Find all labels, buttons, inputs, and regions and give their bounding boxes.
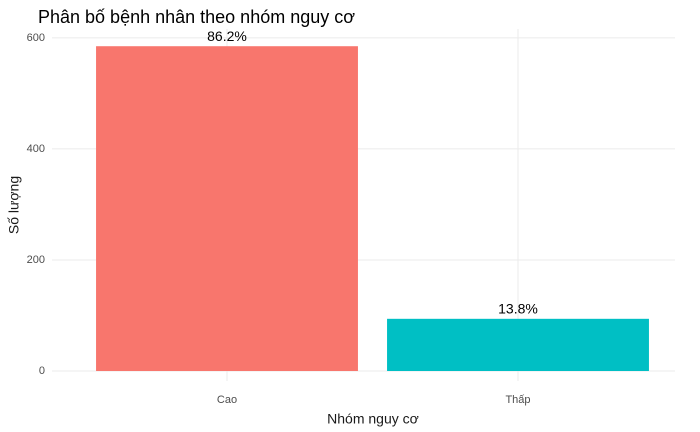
bar-annotation: 86.2% [207, 28, 247, 44]
bar-annotation: 13.8% [498, 301, 538, 317]
bar [387, 318, 649, 372]
bar [96, 46, 358, 372]
x-tick-label: Thấp [505, 394, 530, 406]
y-tick-label: 0 [39, 365, 45, 377]
x-axis-title: Nhóm nguy cơ [327, 411, 419, 427]
x-tick-label: Cao [217, 394, 237, 406]
chart-title: Phân bố bệnh nhân theo nhóm nguy cơ [38, 7, 355, 27]
y-tick-label: 600 [27, 32, 45, 44]
y-tick-label: 200 [27, 254, 45, 266]
y-axis-title: Số lượng [6, 176, 22, 234]
y-tick-label: 400 [27, 143, 45, 155]
